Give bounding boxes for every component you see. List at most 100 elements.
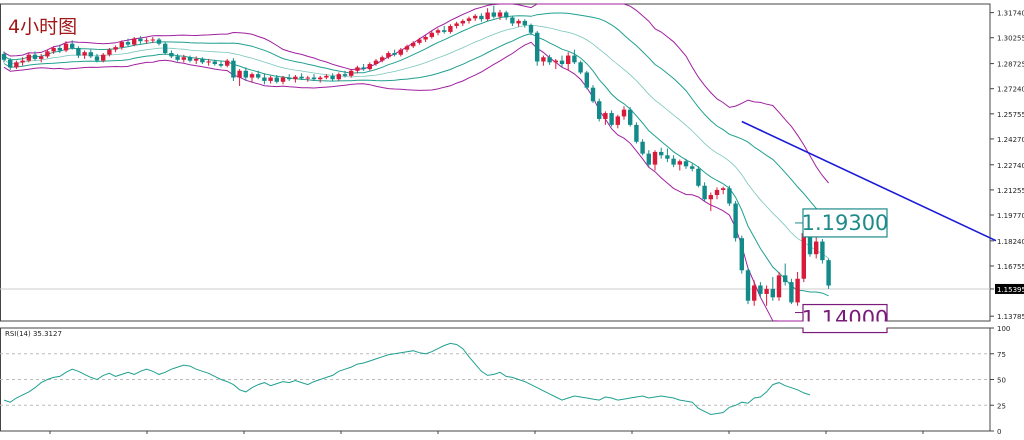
y-tick-label: 1.31740 <box>997 10 1024 18</box>
candle-body <box>745 270 751 301</box>
candle-body <box>113 47 118 50</box>
annotation-label: 1.19300 <box>802 211 889 235</box>
candle-body <box>187 57 193 61</box>
y-tick-label: 1.30255 <box>997 35 1024 43</box>
candle-body <box>497 12 503 17</box>
candle-body <box>634 124 639 142</box>
candle-body <box>683 161 689 167</box>
y-tick-label: 1.22740 <box>997 162 1024 170</box>
candle-body <box>76 47 81 56</box>
candle-body <box>528 25 534 33</box>
candle-body <box>429 32 434 37</box>
candle-body <box>714 189 720 196</box>
candle-body <box>690 166 695 169</box>
candle-body <box>125 42 131 45</box>
candle-body <box>94 56 100 61</box>
candle-body <box>169 53 174 57</box>
candle-body <box>807 233 813 255</box>
candle-body <box>652 151 658 165</box>
rsi-tick-label: 50 <box>997 377 1006 385</box>
rsi-tick-label: 25 <box>997 402 1006 410</box>
candle-body <box>702 185 707 200</box>
candle-body <box>212 61 217 65</box>
candle-body <box>156 39 162 44</box>
candle-body <box>330 75 335 80</box>
candle-body <box>175 56 180 60</box>
candle-body <box>454 23 459 26</box>
candle-body <box>671 158 676 165</box>
candle-body <box>101 54 106 61</box>
candle-body <box>324 75 329 78</box>
candle-body <box>535 32 540 62</box>
candle-body <box>163 43 168 54</box>
rsi-tick-label: 0 <box>997 428 1001 436</box>
candle-body <box>225 60 230 66</box>
candle-body <box>336 74 341 80</box>
candle-body <box>274 77 279 82</box>
candle-body <box>615 116 620 125</box>
candle-body <box>603 113 608 119</box>
candle-body <box>200 58 205 63</box>
candle-body <box>150 39 155 41</box>
candle-body <box>262 77 267 81</box>
candle-body <box>466 18 472 21</box>
y-tick-label: 1.13785 <box>997 313 1024 321</box>
bollinger-lower <box>3 41 829 322</box>
candle-body <box>70 43 75 48</box>
candle-body <box>584 72 589 88</box>
panel-gap <box>790 321 900 328</box>
candle-body <box>727 188 732 204</box>
bollinger-middle <box>3 24 829 259</box>
candle-body <box>14 62 19 68</box>
candle-body <box>411 42 416 47</box>
candle-body <box>510 17 515 24</box>
trendline <box>741 120 997 242</box>
candle-body <box>721 188 726 190</box>
candle-body <box>355 67 360 71</box>
candle-body <box>280 77 286 82</box>
candle-body <box>8 59 13 68</box>
candle-body <box>752 285 757 301</box>
current-price-label: 1.15395 <box>997 286 1024 294</box>
candle-body <box>696 168 701 186</box>
candle-body <box>287 77 292 80</box>
y-tick-label: 1.21255 <box>997 187 1024 195</box>
candle-body <box>677 161 682 165</box>
candle-body <box>119 42 124 48</box>
bollinger-upper <box>3 3 829 184</box>
candle-body <box>107 49 112 55</box>
candle-body <box>479 15 484 20</box>
candle-body <box>597 101 602 119</box>
y-tick-label: 1.24270 <box>997 136 1024 144</box>
candle-body <box>194 58 199 61</box>
candle-body <box>504 12 509 18</box>
candle-body <box>88 52 93 57</box>
candle-body <box>739 238 744 271</box>
candle-body <box>733 203 738 239</box>
bollinger-inner-upper <box>3 12 829 221</box>
candle-body <box>708 195 713 200</box>
candle-body <box>318 77 323 80</box>
candle-body <box>547 57 552 63</box>
candle-body <box>609 113 614 125</box>
candle-body <box>442 30 447 32</box>
candle-body <box>621 109 627 117</box>
candle-body <box>20 60 25 63</box>
candle-body <box>398 49 403 55</box>
y-tick-label: 1.28725 <box>997 61 1024 69</box>
candle-body <box>380 57 385 61</box>
candle-body <box>57 47 62 51</box>
candle-body <box>776 275 782 298</box>
candle-body <box>268 77 273 81</box>
bollinger-inner-lower <box>3 33 829 297</box>
candle-body <box>820 241 825 261</box>
candle-body <box>218 64 224 66</box>
candle-body <box>256 74 261 78</box>
candle-body <box>435 30 441 33</box>
candle-body <box>801 233 806 279</box>
candle-body <box>138 38 143 42</box>
candle-body <box>758 285 763 294</box>
rsi-line <box>3 342 811 416</box>
candle-body <box>342 74 348 76</box>
